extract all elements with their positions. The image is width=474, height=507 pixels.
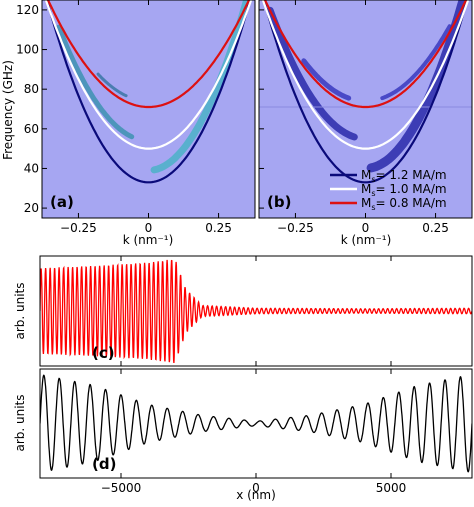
- panel-d-signal: [40, 374, 472, 473]
- intensity-band: [56, 24, 135, 140]
- legend-label-2: Ms= 1.0 MA/m: [361, 182, 447, 198]
- intensity-band: [266, 6, 358, 141]
- x-tick-label: 0: [362, 221, 370, 235]
- panel-b-xlabel: k (nm⁻¹): [341, 233, 392, 247]
- panel-d-xlabel: x (nm): [236, 488, 276, 502]
- panel-a-ylabel: Frequency (GHz): [1, 60, 15, 160]
- intensity-band: [366, 0, 468, 173]
- panel-c-ticks: [120, 256, 392, 366]
- y-tick-label: 120: [16, 3, 39, 17]
- intensity-band: [301, 58, 352, 101]
- panel-d-ticks: −5000 0 5000: [101, 369, 407, 495]
- panel-b-curves: [261, 0, 470, 184]
- x-tick-label: −0.25: [277, 221, 314, 235]
- dispersion-curve-2: [44, 0, 253, 150]
- panel-b-ticks: −0.25 0 0.25: [259, 0, 449, 235]
- panel-a-xlabel: k (nm⁻¹): [123, 233, 174, 247]
- dispersion-curve-3: [46, 0, 251, 109]
- panel-a-background: [42, 0, 255, 218]
- dispersion-curve-3: [263, 0, 468, 109]
- panel-b-label: (b): [267, 193, 291, 211]
- x-tick-label: 0.25: [205, 221, 232, 235]
- panel-c-label: (c): [92, 344, 115, 362]
- panel-a: −0.25 0 0.25 20 40 60 80 100 120 (a): [16, 0, 256, 235]
- panel-b-heatmap: [259, 0, 472, 173]
- legend: Ms= 1.2 MA/m Ms= 1.0 MA/m Ms= 0.8 MA/m: [330, 168, 447, 212]
- y-tick-label: 60: [24, 122, 39, 136]
- signal-trace: [40, 374, 472, 473]
- panel-a-heatmap: [56, 0, 251, 174]
- dispersion-curve-1: [45, 0, 252, 184]
- panel-d-label: (d): [92, 455, 116, 473]
- y-tick-label: 80: [24, 82, 39, 96]
- intensity-band: [96, 72, 128, 98]
- panel-a-label: (a): [50, 193, 74, 211]
- x-tick-label: 0.25: [422, 221, 449, 235]
- y-tick-label: 40: [24, 161, 39, 175]
- intensity-band: [150, 0, 251, 174]
- y-tick-label: 20: [24, 201, 39, 215]
- dispersion-curve-1: [262, 0, 469, 184]
- legend-label-1: Ms= 1.2 MA/m: [361, 168, 447, 184]
- x-tick-label: 5000: [376, 481, 407, 495]
- x-tick-label: 0: [252, 481, 260, 495]
- panel-d: −5000 0 5000 arb. units (d) x (nm): [13, 368, 473, 502]
- x-tick-label: −5000: [101, 481, 142, 495]
- panel-b: −0.25 0 0.25 (b) Ms= 1.2 MA/m Ms= 1.0 MA/m…: [258, 0, 473, 235]
- panel-d-ylabel: arb. units: [13, 394, 27, 451]
- x-tick-label: 0: [145, 221, 153, 235]
- panel-c-ylabel: arb. units: [13, 282, 27, 339]
- signal-trace: [40, 259, 472, 364]
- dispersion-curve-2: [261, 0, 470, 150]
- x-tick-label: −0.25: [60, 221, 97, 235]
- panel-c: arb. units (c): [13, 255, 473, 367]
- panel-c-signal: [40, 259, 472, 364]
- panel-a-curves: [44, 0, 253, 184]
- y-tick-label: 100: [16, 43, 39, 57]
- intensity-band: [380, 24, 452, 101]
- panel-a-ticks: −0.25 0 0.25 20 40 60 80 100 120: [16, 0, 232, 235]
- legend-label-3: Ms= 0.8 MA/m: [361, 196, 447, 212]
